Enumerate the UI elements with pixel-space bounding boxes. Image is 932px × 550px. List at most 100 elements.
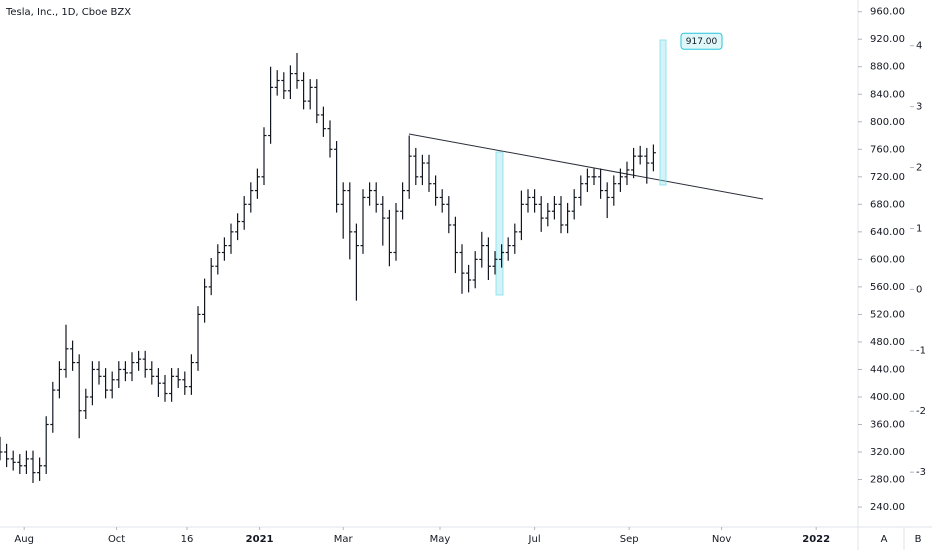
ohlc-bar — [360, 189, 366, 254]
ohlc-bar — [116, 361, 122, 389]
ohlc-bar — [532, 189, 538, 213]
ohlc-bar — [215, 244, 221, 275]
ohlc-bar — [17, 454, 23, 475]
x-tick-label: May — [430, 534, 451, 545]
ohlc-bar — [162, 374, 168, 402]
ohlc-bar — [386, 209, 392, 267]
ohlc-bar — [472, 251, 478, 289]
ohlc-bar — [96, 361, 102, 385]
ohlc-bar — [565, 202, 571, 234]
scale-button[interactable]: B — [915, 534, 922, 545]
y-tick-label: 800.00 — [870, 117, 905, 128]
x-tick-label: 2022 — [802, 534, 830, 545]
x-tick-label: Aug — [14, 534, 34, 545]
ohlc-bar — [598, 168, 604, 199]
ohlc-bar — [287, 65, 293, 100]
ohlc-bar — [50, 381, 56, 433]
ohlc-bar — [505, 237, 511, 261]
ohlc-bar — [571, 189, 577, 220]
ohlc-bar — [4, 443, 10, 468]
y2-tick-label: 2 — [916, 163, 922, 174]
y-tick-label: 720.00 — [870, 172, 905, 183]
ohlc-bar — [149, 361, 155, 385]
ohlc-bar — [307, 79, 313, 110]
ohlc-bar — [294, 52, 300, 89]
y-tick-label: 760.00 — [870, 144, 905, 155]
ohlc-bar — [268, 66, 274, 144]
ohlc-bar — [340, 182, 346, 239]
chart-title: Tesla, Inc., 1D, Cboe BZX — [5, 7, 131, 18]
ohlc-bar — [518, 190, 524, 241]
ohlc-bar — [499, 244, 505, 268]
y2-tick-label: -3 — [916, 467, 926, 478]
x-tick-label: Nov — [712, 534, 732, 545]
ohlc-bar — [202, 278, 208, 323]
ohlc-bar — [188, 354, 194, 395]
y-tick-label: 880.00 — [870, 62, 905, 73]
ohlc-bar — [433, 175, 439, 206]
ohlc-bar — [400, 182, 406, 220]
ohlc-bar — [631, 147, 637, 179]
y-tick-label: 320.00 — [870, 447, 905, 458]
ohlc-bar — [446, 196, 452, 234]
ohlc-bar — [301, 72, 307, 110]
y-tick-label: 480.00 — [870, 337, 905, 348]
ohlc-bar — [63, 324, 69, 378]
ohlc-bar — [347, 182, 353, 260]
ohlc-bar — [182, 371, 188, 395]
ohlc-bar — [37, 457, 43, 481]
y-tick-label: 400.00 — [870, 392, 905, 403]
y-tick-label: 240.00 — [870, 502, 905, 513]
ohlc-bar — [413, 147, 419, 186]
ohlc-bar — [10, 450, 16, 471]
y2-tick-label: 4 — [916, 41, 922, 52]
x-tick-label: Sep — [620, 534, 639, 545]
ohlc-bar — [175, 368, 181, 389]
ohlc-bar — [353, 223, 359, 301]
ohlc-bar — [624, 161, 630, 186]
ohlc-bar — [512, 223, 518, 254]
ohlc-bar — [419, 154, 425, 186]
ohlc-bar — [129, 352, 135, 382]
ohlc-bar — [558, 196, 564, 234]
scale-button[interactable]: A — [881, 534, 888, 545]
y-tick-label: 520.00 — [870, 309, 905, 320]
x-tick-label: 16 — [181, 534, 194, 545]
ohlc-bar — [584, 168, 590, 192]
ohlc-bar — [426, 154, 432, 192]
y-tick-label: 840.00 — [870, 89, 905, 100]
ohlc-bar — [89, 361, 95, 406]
ohlc-bar — [637, 145, 643, 165]
measure-box — [495, 151, 504, 296]
y-tick-label: 440.00 — [870, 364, 905, 375]
ohlc-bar — [136, 350, 142, 371]
y-tick-label: 560.00 — [870, 282, 905, 293]
y2-tick-label: -1 — [916, 345, 926, 356]
ohlc-bar — [56, 361, 62, 399]
ohlc-bar — [281, 72, 287, 100]
y-tick-label: 960.00 — [870, 7, 905, 18]
ohlc-bar — [373, 182, 379, 213]
ohlc-bar — [23, 450, 29, 475]
y-tick-label: 640.00 — [870, 227, 905, 238]
ohlc-bar — [604, 182, 610, 219]
ohlc-bar — [617, 168, 623, 192]
ohlc-bar — [235, 213, 241, 241]
ohlc-bar — [122, 361, 128, 382]
ohlc-bar — [479, 231, 485, 268]
ohlc-bar — [221, 237, 227, 261]
ohlc-bar — [241, 196, 247, 230]
y-tick-label: 600.00 — [870, 254, 905, 265]
ohlc-bar — [538, 196, 544, 232]
ohlc-bar — [545, 202, 551, 227]
ohlc-bar — [466, 264, 472, 293]
trend-line — [408, 133, 764, 200]
ohlc-bar — [611, 175, 617, 206]
ohlc-bar — [169, 368, 175, 402]
y2-tick-label: 1 — [916, 223, 922, 234]
ohlc-bar — [70, 340, 76, 371]
ohlc-bar — [551, 196, 557, 220]
ohlc-bar — [208, 257, 214, 296]
ohlc-bar — [103, 368, 109, 399]
